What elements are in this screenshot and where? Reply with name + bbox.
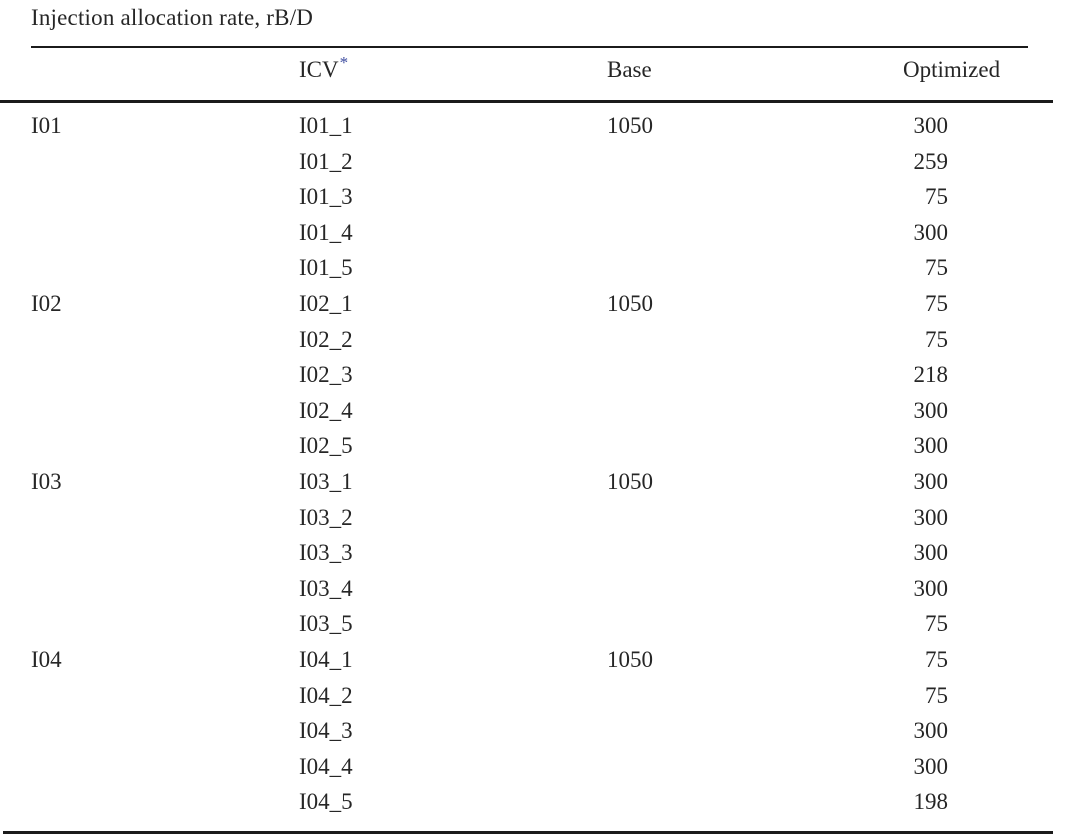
table-body: I01 I01_1 1050 300 I01_2 259 I01_3 75 I01_4 300 I0… bbox=[0, 108, 1067, 820]
cell-optimized: 75 bbox=[925, 184, 948, 210]
cell-icv: I04_3 bbox=[299, 718, 353, 744]
cell-icv: I03_5 bbox=[299, 611, 353, 637]
cell-icv: I01_5 bbox=[299, 255, 353, 281]
table-row: I04_2 75 bbox=[0, 678, 1067, 714]
table-bottom-rule bbox=[3, 831, 1053, 834]
column-header-icv-label: ICV bbox=[299, 57, 339, 82]
table-row: I04_5 198 bbox=[0, 784, 1067, 820]
cell-icv: I02_3 bbox=[299, 362, 353, 388]
table-row: I01 I01_1 1050 300 bbox=[0, 108, 1067, 144]
table-row: I04_4 300 bbox=[0, 749, 1067, 785]
cell-icv: I01_3 bbox=[299, 184, 353, 210]
table-row: I01_2 259 bbox=[0, 144, 1067, 180]
cell-optimized: 75 bbox=[925, 611, 948, 637]
cell-optimized: 300 bbox=[913, 504, 949, 530]
cell-icv: I04_2 bbox=[299, 682, 353, 708]
table-row: I02_2 75 bbox=[0, 322, 1067, 358]
cell-optimized: 300 bbox=[913, 753, 949, 779]
cell-icv: I01_2 bbox=[299, 148, 353, 174]
cell-optimized: 75 bbox=[925, 646, 948, 672]
table-row: I02 I02_1 1050 75 bbox=[0, 286, 1067, 322]
table-title: Injection allocation rate, rB/D bbox=[31, 5, 314, 30]
cell-optimized: 300 bbox=[913, 540, 949, 566]
table-row: I03_5 75 bbox=[0, 606, 1067, 642]
cell-icv: I04_4 bbox=[299, 753, 353, 779]
cell-optimized: 300 bbox=[913, 718, 949, 744]
table-row: I02_3 218 bbox=[0, 357, 1067, 393]
cell-optimized: 300 bbox=[913, 468, 949, 494]
cell-icv: I01_4 bbox=[299, 219, 353, 245]
cell-optimized: 218 bbox=[913, 362, 949, 388]
cell-base: 1050 bbox=[607, 113, 653, 138]
cell-group: I04 bbox=[31, 646, 62, 672]
column-header-base: Base bbox=[607, 57, 652, 82]
cell-icv: I03_4 bbox=[299, 575, 353, 601]
cell-icv: I02_2 bbox=[299, 326, 353, 352]
cell-optimized: 75 bbox=[925, 255, 948, 281]
cell-group: I03 bbox=[31, 468, 62, 494]
table-row: I03_2 300 bbox=[0, 500, 1067, 536]
cell-icv: I01_1 bbox=[299, 113, 353, 138]
cell-icv: I02_5 bbox=[299, 433, 353, 459]
cell-icv: I03_2 bbox=[299, 504, 353, 530]
cell-icv: I02_1 bbox=[299, 290, 353, 316]
cell-optimized: 300 bbox=[913, 113, 949, 138]
cell-icv: I02_4 bbox=[299, 397, 353, 423]
column-header-optimized: Optimized bbox=[903, 57, 1001, 82]
table-row: I04_3 300 bbox=[0, 713, 1067, 749]
cell-base: 1050 bbox=[607, 646, 653, 672]
table-row: I03_3 300 bbox=[0, 535, 1067, 571]
table-row: I01_5 75 bbox=[0, 250, 1067, 286]
cell-optimized: 75 bbox=[925, 290, 948, 316]
cell-group: I01 bbox=[31, 113, 62, 138]
table-row: I02_4 300 bbox=[0, 393, 1067, 429]
table-row: I03_4 300 bbox=[0, 571, 1067, 607]
cell-optimized: 300 bbox=[913, 397, 949, 423]
cell-icv: I03_1 bbox=[299, 468, 353, 494]
table-row: I04 I04_1 1050 75 bbox=[0, 642, 1067, 678]
table-row: I03 I03_1 1050 300 bbox=[0, 464, 1067, 500]
cell-optimized: 198 bbox=[913, 789, 949, 815]
cell-base: 1050 bbox=[607, 468, 653, 494]
cell-icv: I03_3 bbox=[299, 540, 353, 566]
table-row: I01_3 75 bbox=[0, 179, 1067, 215]
cell-group: I02 bbox=[31, 290, 62, 316]
table-row: I02_5 300 bbox=[0, 428, 1067, 464]
title-underline-rule bbox=[31, 46, 1028, 48]
cell-base: 1050 bbox=[607, 290, 653, 316]
column-header-icv: ICV* bbox=[299, 53, 349, 87]
cell-icv: I04_5 bbox=[299, 789, 353, 815]
footnote-asterisk-link[interactable]: * bbox=[339, 53, 349, 72]
table-row: I01_4 300 bbox=[0, 215, 1067, 251]
cell-optimized: 75 bbox=[925, 326, 948, 352]
header-bottom-rule bbox=[0, 100, 1053, 103]
cell-optimized: 300 bbox=[913, 433, 949, 459]
cell-optimized: 75 bbox=[925, 682, 948, 708]
cell-optimized: 300 bbox=[913, 219, 949, 245]
cell-optimized: 300 bbox=[913, 575, 949, 601]
cell-optimized: 259 bbox=[913, 148, 949, 174]
cell-icv: I04_1 bbox=[299, 646, 353, 672]
